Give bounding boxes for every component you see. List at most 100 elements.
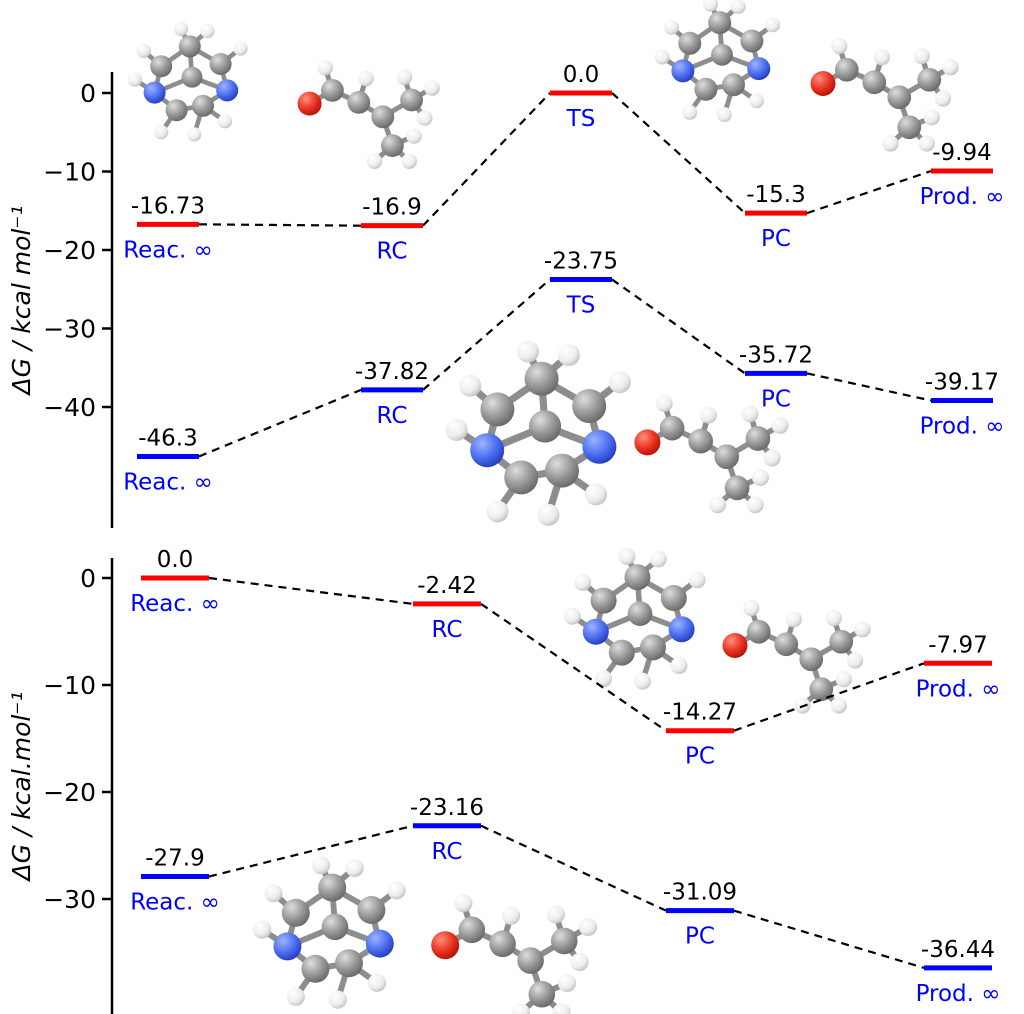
atom-C: [862, 70, 887, 95]
energy-value-label: -15.3: [746, 182, 806, 208]
atom-C: [181, 66, 203, 88]
atom-N: [365, 929, 394, 958]
atom-H: [923, 109, 940, 126]
atom-H: [730, 0, 746, 14]
energy-value-label: -14.27: [663, 700, 737, 726]
atom-C: [897, 115, 922, 140]
aldehyde-molecule: [431, 894, 598, 1014]
atom-H: [417, 110, 433, 126]
energy-value-label: -23.16: [410, 795, 484, 821]
atom-O: [810, 71, 836, 96]
energy-value-label: -31.09: [663, 880, 737, 906]
atom-C: [887, 85, 912, 110]
atom-H: [311, 856, 331, 875]
station-label: Prod. ∞: [916, 676, 1001, 702]
atom-C: [281, 898, 310, 927]
atom-H: [406, 128, 422, 144]
atom-H: [595, 670, 613, 688]
connector-line: [198, 388, 362, 458]
atom-H: [286, 987, 305, 1006]
atom-H: [743, 599, 760, 617]
y-tick-label: −10: [43, 671, 96, 700]
atom-C: [572, 389, 607, 423]
atom-C: [545, 453, 579, 488]
energy-value-label: 0.0: [563, 62, 600, 88]
energy-value-label: -23.75: [544, 248, 618, 274]
atom-C: [517, 947, 544, 974]
station-label: RC: [432, 839, 463, 865]
atom-H: [771, 417, 789, 434]
atom-H: [918, 135, 935, 152]
atom-H: [831, 37, 848, 55]
atom-C: [745, 426, 771, 451]
energy-value-label: -37.82: [355, 359, 429, 385]
atom-H: [763, 449, 781, 467]
atom-C: [834, 57, 859, 82]
atom-H: [663, 19, 679, 35]
atom-H: [608, 371, 631, 394]
atom-H: [501, 906, 521, 925]
station-label: RC: [432, 617, 463, 643]
energy-value-label: -36.44: [921, 937, 995, 963]
y-axis-title: ΔG / kcal.mol⁻¹: [7, 691, 36, 882]
connector-line: [422, 92, 551, 227]
atom-C: [714, 444, 740, 470]
atom-N: [668, 616, 695, 643]
atom-H: [854, 621, 871, 638]
atom-H: [387, 881, 406, 900]
atom-H: [253, 920, 272, 939]
atom-C: [524, 361, 559, 396]
connector-line: [198, 223, 362, 227]
atom-C: [724, 475, 750, 501]
atom-H: [574, 573, 592, 591]
connector-line: [806, 372, 932, 402]
atom-H: [563, 607, 581, 625]
amine-molecule: [445, 340, 631, 526]
atom-H: [716, 107, 732, 123]
station-label: TS: [566, 106, 596, 132]
atom-H: [655, 394, 673, 412]
atom-C: [678, 31, 702, 55]
atom-H: [454, 894, 473, 913]
atom-H: [401, 153, 417, 169]
station-label: TS: [566, 292, 596, 318]
energy-value-label: 0.0: [157, 547, 194, 573]
atom-H: [752, 469, 769, 486]
atom-C: [799, 647, 824, 672]
amine-molecule: [127, 21, 248, 142]
atom-O: [431, 931, 460, 960]
connector-line: [480, 602, 667, 732]
connector-line: [733, 909, 925, 969]
atom-C: [660, 585, 687, 611]
atom-H: [537, 503, 560, 526]
atom-C: [504, 460, 539, 495]
atom-C: [480, 392, 515, 427]
atom-H: [873, 49, 890, 66]
atom-C: [917, 67, 942, 92]
atom-C: [809, 677, 834, 702]
y-axis-title: ΔG / kcal mol⁻¹: [7, 205, 36, 396]
atom-C: [347, 91, 371, 114]
station-label: Prod. ∞: [920, 184, 1005, 210]
atom-H: [634, 672, 652, 690]
atom-H: [345, 858, 364, 878]
atom-C: [722, 73, 745, 97]
station-label: PC: [761, 386, 791, 412]
atom-H: [557, 343, 580, 367]
atom-H: [618, 547, 636, 565]
atom-H: [445, 418, 468, 441]
atom-H: [688, 571, 706, 589]
atom-C: [321, 913, 349, 941]
atom-H: [136, 43, 151, 58]
station-label: RC: [377, 239, 408, 265]
atom-H: [486, 500, 509, 523]
atom-C: [381, 134, 404, 157]
station-label: Reac. ∞: [130, 591, 220, 617]
atom-H: [552, 1003, 571, 1014]
atom-H: [366, 153, 383, 169]
atom-H: [584, 483, 608, 506]
y-tick-label: −20: [43, 236, 96, 265]
atom-C: [829, 629, 854, 654]
atom-H: [934, 90, 952, 107]
atom-C: [608, 639, 635, 666]
